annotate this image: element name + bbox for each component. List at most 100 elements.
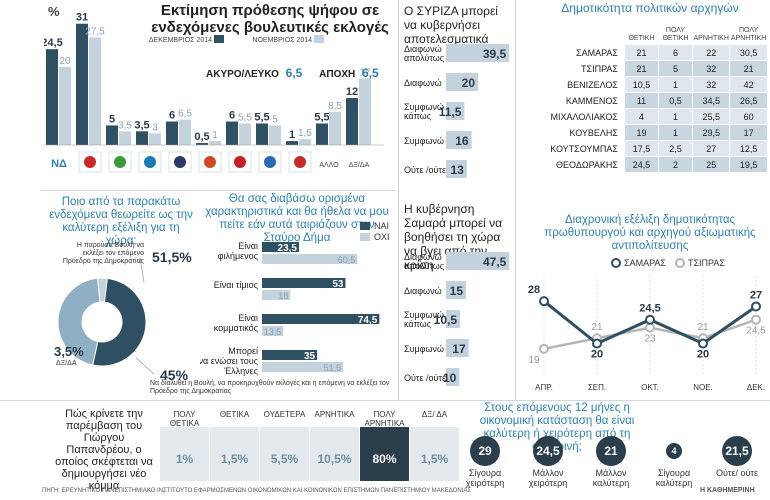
vote-bar-0-0 xyxy=(46,49,58,145)
popularity-cell: 30,5 xyxy=(729,44,768,61)
trend-label-1-2: 23 xyxy=(644,334,656,345)
papandreou-cell-5 xyxy=(410,427,459,481)
trend-label-0-2: 24,5 xyxy=(639,303,660,315)
trend-legend-dot-0 xyxy=(611,258,621,268)
donut-title: Ποιο από τα παρακάτω ενδεχόμενα θεωρείτε… xyxy=(49,196,193,247)
papandreou-cell-0 xyxy=(160,427,209,481)
party-logo-mark-6 xyxy=(234,156,246,168)
vote-cat-0: ΝΔ xyxy=(51,158,67,170)
hbar-value-syriza-svg-4: 13 xyxy=(450,163,464,177)
vote-extra: ΑΚΥΡΟ/ΛΕΥΚΟ 6,5 ΑΠΟΧΗ 6,5 xyxy=(206,66,379,80)
economy-value-4: 21,5 xyxy=(722,436,752,466)
hbar-value-syriza-svg-0: 39,5 xyxy=(483,47,507,61)
popularity-cell: 5 xyxy=(658,60,693,77)
vote-value-2-0: 5 xyxy=(109,113,115,125)
vote-value-4-1: 6,5 xyxy=(178,109,192,120)
donut-value-1: 45% xyxy=(160,367,189,383)
vote-value-7-1: 5 xyxy=(272,114,278,125)
hbar-syriza-svg-1 xyxy=(446,73,478,91)
hbar-value-samaras-svg-3: 17 xyxy=(452,342,466,356)
papandreou-col-3: ΑΡΝΗΤΙΚΑ xyxy=(314,410,355,419)
dimas-cat-3-2: Έλληνες xyxy=(223,366,259,376)
trend-legend-0: ΣΑΜΑΡΑΣ xyxy=(624,258,666,268)
dimas-cat-0-1: φιλήμενος xyxy=(218,251,259,261)
dimas-cat-0-0: Είναι xyxy=(238,241,258,251)
hbar-value-samaras-svg-0: 47,5 xyxy=(483,255,507,269)
papandreou-col-2: ΟΥΔΕΤΕΡΑ xyxy=(263,410,306,419)
donut-slice-2 xyxy=(97,277,108,303)
popularity-leader: ΣΑΜΑΡΑΣ xyxy=(522,44,625,61)
donut-label-bottom: Να διαλυθεί η Βουλή, να προκηρυχθούν εκλ… xyxy=(150,380,390,395)
popularity-cell: 21 xyxy=(624,60,659,77)
vote-bar-6-1 xyxy=(239,123,251,145)
dimas-value-0-1: 60,5 xyxy=(338,255,356,265)
popularity-cell: 29,5 xyxy=(691,124,731,141)
hbar-label-samaras-svg-3: Συμφωνώ xyxy=(404,344,444,354)
party-logo-mark-1 xyxy=(84,156,96,168)
dimas-value-2-1: 13,5 xyxy=(264,327,282,337)
vote-value-10-0: 12 xyxy=(346,86,358,98)
trend-tick-2: ΟΚΤ. xyxy=(641,383,659,392)
samaras-title: Η κυβέρνηση Σαμαρά μπορεί να βοηθήσει τη… xyxy=(404,202,503,272)
vote-bar-7-0 xyxy=(256,123,268,145)
table-row: ΣΑΜΑΡΑΣ 21 6 22 30,5 xyxy=(522,44,768,61)
papandreou-value-1: 1,5% xyxy=(220,452,249,466)
economy-label-3: Σίγουρα καλύτερη xyxy=(655,468,693,488)
hbar-label-samaras-svg-0-b: απολύτως xyxy=(404,261,445,271)
popularity-cell: 4 xyxy=(624,108,659,125)
economy-label-4: Ούτε/ ούτε xyxy=(716,468,758,478)
popularity-cell: 1 xyxy=(658,124,693,141)
vote-value-0-1: 20 xyxy=(59,56,71,67)
trend-point-0-1 xyxy=(592,338,602,349)
popularity-cell: 27 xyxy=(691,140,731,157)
donut-leader-0 xyxy=(139,257,145,283)
apoxi-value: 6,5 xyxy=(362,66,379,80)
vote-value-1-0: 31 xyxy=(76,12,88,24)
hbar-samaras-svg-1 xyxy=(446,281,466,299)
dimas-cat-3-1: να ενώσει τους xyxy=(200,356,259,366)
vote-value-1-1: 27,5 xyxy=(85,26,105,37)
popularity-cell: 12,5 xyxy=(729,140,768,157)
dimas-value-3-1: 51,5 xyxy=(324,363,342,373)
legend-label-1: ΝΟΕΜΒΡΙΟΣ 2014 xyxy=(252,37,312,44)
popularity-cell: 17 xyxy=(729,124,768,141)
popularity-cell: 25,5 xyxy=(691,108,731,125)
vote-bar-4-0 xyxy=(166,121,178,145)
vote-value-9-0: 5,5 xyxy=(314,111,329,123)
vote-value-8-0: 1 xyxy=(289,129,295,141)
vote-bar-8-0 xyxy=(286,141,298,145)
source-note: ΠΗΓΗ: ΕΡΕΥΝΗΤΙΚΟ ΠΑΝΕΠΙΣΤΗΜΙΑΚΟ ΙΝΣΤΙΤΟΥ… xyxy=(42,488,472,494)
popularity-cell: 17,5 xyxy=(624,140,659,157)
popularity-leader: ΤΣΙΠΡΑΣ xyxy=(522,60,625,77)
vote-value-6-0: 6 xyxy=(229,110,235,122)
trend-label-1-0: 19 xyxy=(528,355,540,366)
vote-value-9-1: 8,5 xyxy=(328,101,342,112)
hbar-syriza-svg-3 xyxy=(446,131,472,149)
popularity-col-2: ΑΡΝΗΤΙΚΗ xyxy=(693,35,729,42)
trend-label-1-3: 21 xyxy=(697,322,709,333)
dimas-bar-0-1 xyxy=(262,254,358,264)
table-row: ΚΑΜΜΕΝΟΣ 11 0,5 34,5 26,5 xyxy=(522,92,768,109)
hbar-value-samaras-svg-4: 10 xyxy=(443,371,457,385)
vote-value-5-1: 1 xyxy=(212,130,218,141)
syriza-title: Ο ΣΥΡΙΖΑ μπορεί να κυβερνήσει αποτελεσμα… xyxy=(404,4,498,46)
dimas-value-3-0: 35 xyxy=(304,351,316,362)
papandreou-col-5: ΔΞ/ ΔΑ xyxy=(421,410,448,419)
dimas-bar-2-1 xyxy=(262,326,284,336)
hbar-value-syriza-svg-3: 16 xyxy=(455,134,469,148)
vote-value-7-0: 5,5 xyxy=(254,111,269,123)
trend-point-1-4 xyxy=(751,314,761,325)
economy-value-0: 29 xyxy=(470,436,500,466)
popularity-leader: ΚΟΥΤΣΟΥΜΠΑΣ xyxy=(522,140,625,157)
party-logo-mark-7 xyxy=(264,156,276,168)
hbar-samaras-svg-3 xyxy=(446,339,469,357)
donut-value-2: 3,5% xyxy=(54,344,84,359)
popularity-leader: ΘΕΟΔΩΡΑΚΗΣ xyxy=(522,156,625,173)
popularity-header-row: ΘΕΤΙΚΗ ΠΟΛΥ ΘΕΤΙΚΗ ΑΡΝΗΤΙΚΗ ΠΟΛΥ ΑΡΝΗΤΙΚΗ xyxy=(523,16,768,45)
hbar-label-samaras-svg-2-b: κάπως xyxy=(404,319,432,329)
vote-bar-3-1 xyxy=(149,133,161,145)
party-logo-mark-3 xyxy=(144,156,156,168)
popularity-cell: 21 xyxy=(624,44,659,61)
popularity-cell: 10,5 xyxy=(624,76,659,93)
